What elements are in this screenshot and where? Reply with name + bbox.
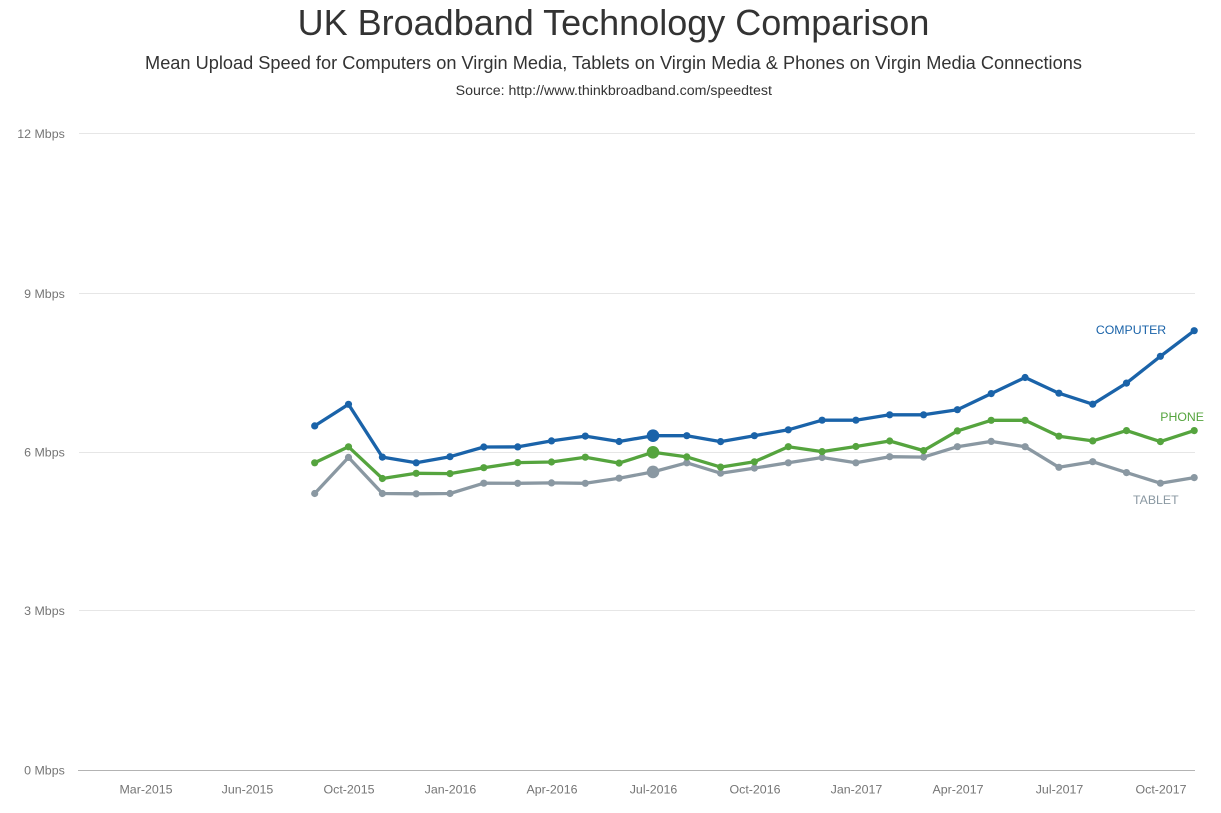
svg-text:Jan-2016: Jan-2016 [425,783,477,797]
svg-text:12 Mbps: 12 Mbps [17,127,65,141]
svg-text:3 Mbps: 3 Mbps [24,604,65,618]
svg-text:Jul-2016: Jul-2016 [630,783,678,797]
svg-text:Source: http://www.thinkbroadb: Source: http://www.thinkbroadband.com/sp… [456,83,772,99]
svg-text:Mean Upload Speed for Computer: Mean Upload Speed for Computers on Virgi… [145,53,1082,73]
svg-text:9 Mbps: 9 Mbps [24,287,65,301]
svg-text:COMPUTER: COMPUTER [1096,323,1166,337]
svg-text:Jan-2017: Jan-2017 [831,783,883,797]
svg-text:Oct-2015: Oct-2015 [324,783,375,797]
svg-text:Oct-2016: Oct-2016 [730,783,781,797]
svg-text:UK Broadband Technology Compar: UK Broadband Technology Comparison [298,2,930,43]
svg-text:Apr-2017: Apr-2017 [933,783,984,797]
svg-text:PHONE: PHONE [1160,410,1204,424]
svg-text:Apr-2016: Apr-2016 [527,783,578,797]
svg-text:Jul-2017: Jul-2017 [1036,783,1084,797]
svg-text:6 Mbps: 6 Mbps [24,446,65,460]
svg-text:Jun-2015: Jun-2015 [222,783,274,797]
svg-text:Mar-2015: Mar-2015 [119,783,172,797]
svg-text:Oct-2017: Oct-2017 [1136,783,1187,797]
svg-text:TABLET: TABLET [1133,493,1179,507]
svg-text:0 Mbps: 0 Mbps [24,764,65,778]
